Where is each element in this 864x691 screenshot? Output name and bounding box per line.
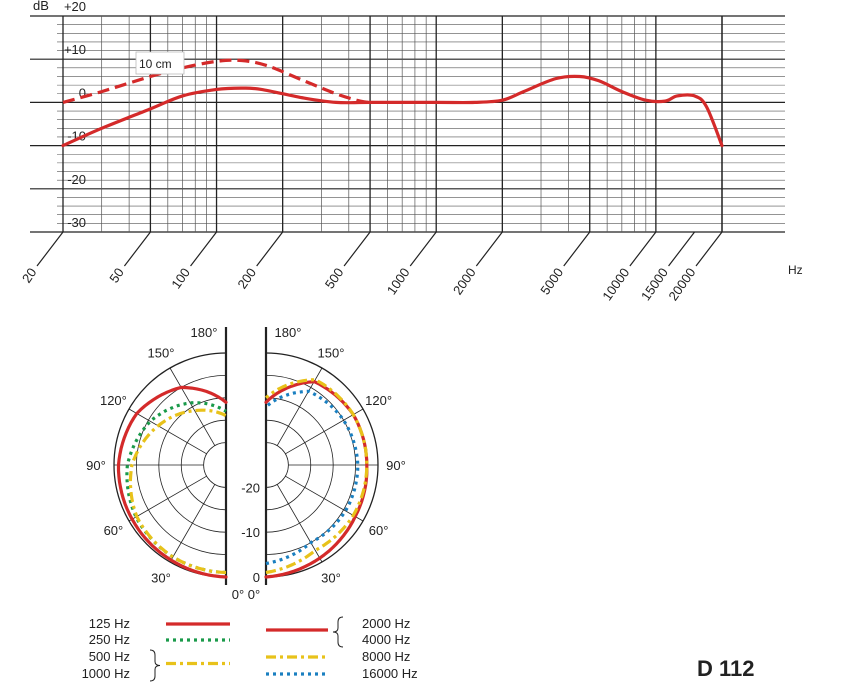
x-tick-leader [36,231,64,267]
polar-spoke [276,484,323,563]
legend-label: 8000 Hz [362,649,410,664]
polar-labels: 180° 180° 150° 150° 120° 120° 90° 90° 60° 60° 30° 3… [86,325,406,602]
polar-angle-label: 150° [318,345,345,360]
polar-angle-label: 150° [148,345,175,360]
y-tick-label: +10 [64,42,86,57]
y-tick-label: +20 [64,0,86,14]
x-axis-unit: Hz [788,263,803,277]
x-tick-leader [343,231,371,267]
frequency-response-line [61,74,724,148]
legend-label: 125 Hz [89,616,130,631]
near-field-annotation: 10 cm [135,51,185,75]
frequency-y-tick-labels: +20+100-10-20-30 [64,0,86,230]
polar-spoke [128,408,207,455]
legend-label: 250 Hz [89,632,130,647]
polar-level-label: -10 [241,525,260,540]
polar-spoke [285,408,364,455]
polar-series-line [125,401,227,575]
x-tick-label: 100 [168,265,193,291]
polar-spoke [276,367,323,446]
polar-series-line [116,385,228,579]
y-tick-label: -20 [67,172,86,187]
x-tick-leader [123,231,151,267]
x-tick-leader [563,231,591,267]
x-tick-label: 20000 [665,265,698,303]
x-tick-label: 500 [322,265,347,291]
frequency-response-chart: +20+100-10-20-30 20 50 100 200 500 1000 2000 50… [19,0,803,303]
polar-right-half [264,327,379,585]
legend-label: 4000 Hz [362,632,410,647]
x-tick-label: 2000 [450,265,479,297]
polar-angle-label: 30° [151,571,171,586]
polar-angle-label: 60° [104,523,124,538]
x-tick-label: 10000 [599,265,632,303]
x-tick-label: 50 [106,265,127,285]
polar-pattern-chart: 180° 180° 150° 150° 120° 120° 90° 90° 60° 60° 30° 3… [86,325,406,602]
polar-angle-label: 180° [275,325,302,340]
legend-label: 2000 Hz [362,616,410,631]
polar-level-label: -20 [241,480,260,495]
polar-spoke [169,484,216,563]
legend-label: 16000 Hz [362,666,418,681]
near-field-annotation-label: 10 cm [139,57,172,71]
x-tick-leader [190,231,218,267]
model-name: D 112 [697,656,755,681]
x-tick-leader [475,231,503,267]
x-tick-label: 15000 [638,265,671,303]
polar-angle-label: 0° [248,587,260,602]
y-axis-unit: dB [33,0,49,13]
y-tick-label: 0 [79,85,86,100]
x-tick-label: 20 [19,265,40,285]
polar-series-line [264,389,360,566]
polar-left-half [113,327,228,585]
x-tick-label: 1000 [384,265,413,297]
y-tick-label: -30 [67,215,86,230]
x-tick-leader [695,231,723,267]
near-field-response-line [62,58,371,104]
polar-level-label: 0 [253,570,260,585]
polar-angle-label: 90° [86,458,106,473]
polar-series-line [264,380,369,579]
polar-ring [203,442,227,488]
polar-series-line [128,408,227,575]
frequency-series [61,58,724,148]
legend-brace [149,649,161,682]
polar-angle-label: 120° [100,393,127,408]
x-tick-label: 200 [234,265,259,291]
polar-angle-label: 60° [369,523,389,538]
polar-angle-label: 120° [365,393,392,408]
legend-brace [332,616,344,648]
polar-spoke [128,475,207,522]
x-tick-leader [256,231,284,267]
polar-angle-label: 180° [191,325,218,340]
polar-spoke [285,475,364,522]
legend-label: 500 Hz [89,649,130,664]
polar-series-line [264,378,369,575]
x-tick-leader [668,231,696,267]
x-tick-leader [409,231,437,267]
x-tick-label: 5000 [537,265,566,297]
polar-angle-label: 30° [321,571,341,586]
x-tick-leader [629,231,657,267]
polar-angle-label: 0° [232,587,244,602]
polar-angle-label: 90° [386,458,406,473]
frequency-grid [30,15,785,233]
polar-spoke [169,367,216,446]
polar-ring [265,442,289,488]
legend-label: 1000 Hz [82,666,130,681]
